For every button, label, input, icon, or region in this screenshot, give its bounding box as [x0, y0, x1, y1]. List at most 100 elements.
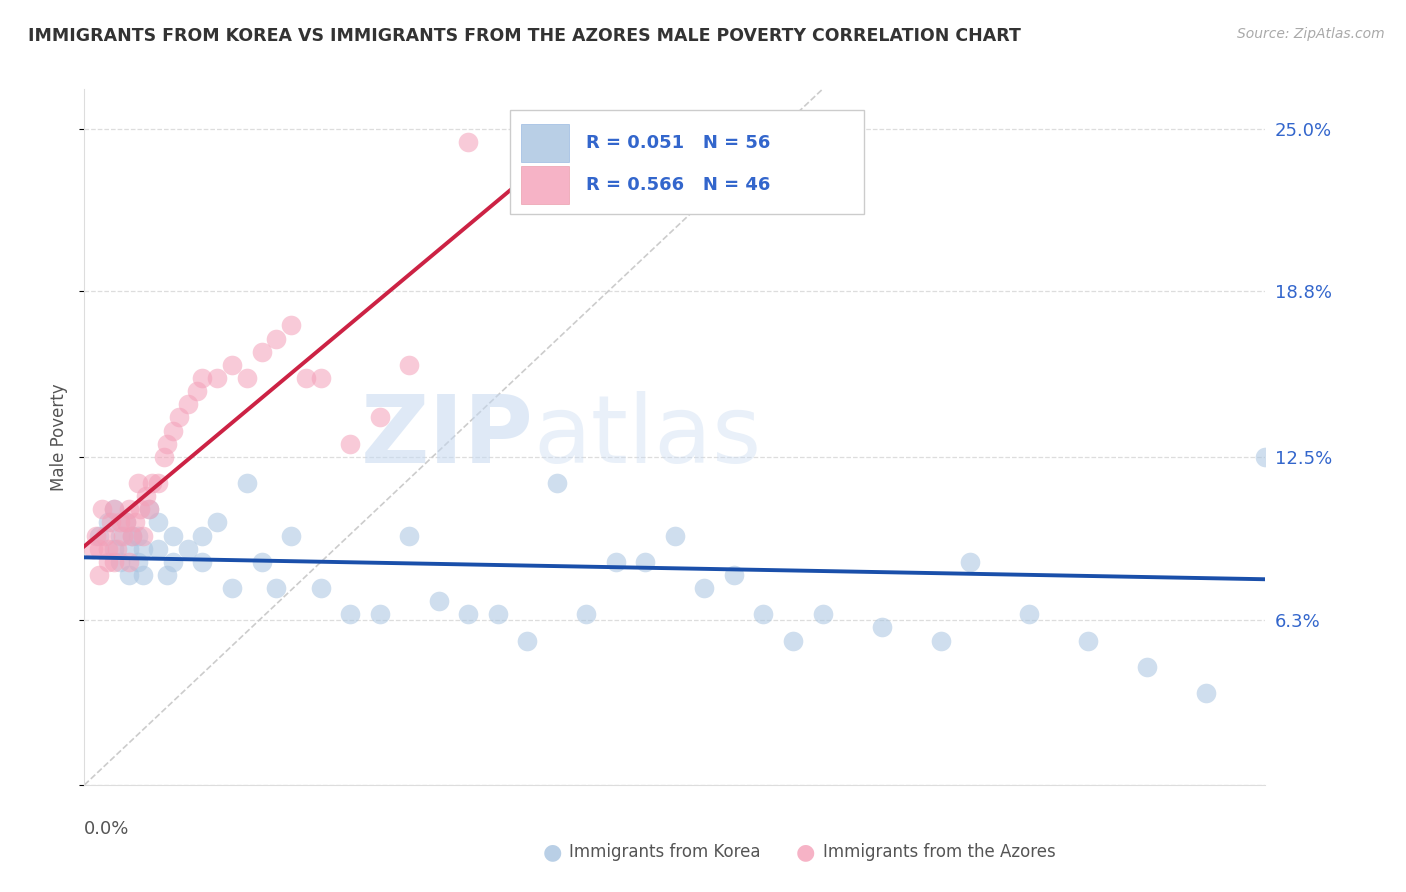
Point — [129, 502, 152, 516]
Point — [959, 555, 981, 569]
Text: R = 0.566   N = 46: R = 0.566 N = 46 — [586, 176, 770, 194]
Point — [97, 541, 120, 556]
Point — [148, 541, 170, 556]
Point — [84, 528, 107, 542]
Point — [221, 358, 243, 372]
Point — [91, 502, 114, 516]
Point — [105, 541, 128, 556]
Point — [156, 436, 179, 450]
Point — [546, 135, 568, 149]
Point — [124, 516, 146, 530]
Point — [664, 528, 686, 542]
Point — [339, 607, 361, 622]
Text: Immigrants from Korea: Immigrants from Korea — [569, 843, 761, 861]
Point — [870, 620, 893, 634]
Point — [135, 489, 157, 503]
Point — [339, 436, 361, 450]
Point — [94, 528, 117, 542]
Point — [368, 607, 391, 622]
Point — [250, 344, 273, 359]
Point — [486, 607, 509, 622]
Text: ZIP: ZIP — [360, 391, 533, 483]
Point — [575, 607, 598, 622]
Point — [634, 555, 657, 569]
Point — [398, 528, 420, 542]
Point — [295, 371, 318, 385]
Y-axis label: Male Poverty: Male Poverty — [49, 384, 67, 491]
Point — [221, 581, 243, 595]
Point — [811, 607, 834, 622]
Point — [127, 555, 149, 569]
Point — [118, 568, 141, 582]
Point — [191, 555, 214, 569]
Point — [153, 450, 176, 464]
Point — [108, 555, 131, 569]
Point — [111, 528, 134, 542]
Point — [118, 555, 141, 569]
Point — [138, 502, 160, 516]
Text: Source: ZipAtlas.com: Source: ZipAtlas.com — [1237, 27, 1385, 41]
FancyBboxPatch shape — [509, 110, 863, 214]
Point — [138, 502, 160, 516]
Point — [309, 581, 332, 595]
Point — [782, 633, 804, 648]
Point — [156, 568, 179, 582]
Point — [162, 424, 184, 438]
Point — [309, 371, 332, 385]
Point — [127, 528, 149, 542]
Point — [82, 541, 104, 556]
Point — [177, 541, 200, 556]
Point — [114, 516, 136, 530]
Text: atlas: atlas — [533, 391, 762, 483]
Text: R = 0.051   N = 56: R = 0.051 N = 56 — [586, 134, 770, 153]
Point — [723, 568, 745, 582]
Point — [132, 528, 155, 542]
Point — [191, 371, 214, 385]
Point — [148, 476, 170, 491]
Point — [398, 358, 420, 372]
Point — [1254, 450, 1277, 464]
Point — [546, 476, 568, 491]
Point — [1136, 660, 1159, 674]
Point — [516, 633, 538, 648]
Point — [87, 568, 111, 582]
Point — [236, 371, 259, 385]
Point — [250, 555, 273, 569]
Point — [1195, 686, 1218, 700]
Point — [108, 516, 131, 530]
Point — [177, 397, 200, 411]
Point — [427, 594, 450, 608]
Point — [114, 516, 136, 530]
Text: ●: ● — [543, 842, 562, 862]
FancyBboxPatch shape — [522, 124, 568, 162]
Point — [162, 528, 184, 542]
Point — [207, 516, 229, 530]
Point — [929, 633, 952, 648]
Point — [186, 384, 208, 398]
Point — [236, 476, 259, 491]
Point — [148, 516, 170, 530]
Point — [97, 555, 120, 569]
Point — [266, 581, 288, 595]
Point — [132, 568, 155, 582]
Point — [141, 476, 163, 491]
Point — [87, 541, 111, 556]
Point — [103, 541, 125, 556]
Point — [693, 581, 716, 595]
Point — [97, 516, 120, 530]
FancyBboxPatch shape — [522, 166, 568, 204]
Point — [103, 555, 125, 569]
Point — [118, 541, 141, 556]
Point — [87, 528, 111, 542]
Point — [457, 135, 479, 149]
Point — [127, 476, 149, 491]
Point — [605, 555, 627, 569]
Point — [280, 528, 302, 542]
Text: 0.0%: 0.0% — [84, 820, 129, 838]
Point — [1077, 633, 1099, 648]
Point — [162, 555, 184, 569]
Point — [108, 528, 131, 542]
Point — [118, 502, 141, 516]
Point — [103, 502, 125, 516]
Text: IMMIGRANTS FROM KOREA VS IMMIGRANTS FROM THE AZORES MALE POVERTY CORRELATION CHA: IMMIGRANTS FROM KOREA VS IMMIGRANTS FROM… — [28, 27, 1021, 45]
